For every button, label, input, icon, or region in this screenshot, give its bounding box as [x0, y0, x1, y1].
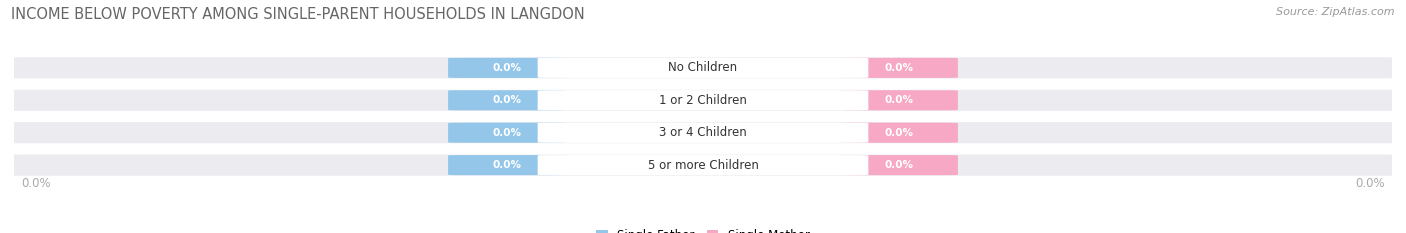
Text: 3 or 4 Children: 3 or 4 Children — [659, 126, 747, 139]
FancyBboxPatch shape — [841, 58, 957, 78]
FancyBboxPatch shape — [841, 123, 957, 143]
FancyBboxPatch shape — [0, 154, 1406, 176]
Text: No Children: No Children — [668, 61, 738, 74]
FancyBboxPatch shape — [449, 155, 565, 175]
Text: 5 or more Children: 5 or more Children — [648, 159, 758, 172]
FancyBboxPatch shape — [841, 90, 957, 110]
Legend: Single Father, Single Mother: Single Father, Single Mother — [596, 229, 810, 233]
Text: INCOME BELOW POVERTY AMONG SINGLE-PARENT HOUSEHOLDS IN LANGDON: INCOME BELOW POVERTY AMONG SINGLE-PARENT… — [11, 7, 585, 22]
Text: 0.0%: 0.0% — [492, 160, 522, 170]
Text: 0.0%: 0.0% — [884, 63, 914, 73]
Text: 1 or 2 Children: 1 or 2 Children — [659, 94, 747, 107]
FancyBboxPatch shape — [537, 123, 869, 143]
FancyBboxPatch shape — [537, 90, 869, 110]
FancyBboxPatch shape — [449, 58, 565, 78]
FancyBboxPatch shape — [449, 90, 565, 110]
Text: 0.0%: 0.0% — [884, 95, 914, 105]
FancyBboxPatch shape — [0, 90, 1406, 111]
Text: 0.0%: 0.0% — [21, 177, 51, 190]
Text: Source: ZipAtlas.com: Source: ZipAtlas.com — [1277, 7, 1395, 17]
Text: 0.0%: 0.0% — [492, 128, 522, 138]
Text: 0.0%: 0.0% — [884, 128, 914, 138]
Text: 0.0%: 0.0% — [1355, 177, 1385, 190]
FancyBboxPatch shape — [0, 57, 1406, 79]
Text: 0.0%: 0.0% — [492, 95, 522, 105]
FancyBboxPatch shape — [537, 58, 869, 78]
Text: 0.0%: 0.0% — [884, 160, 914, 170]
FancyBboxPatch shape — [449, 123, 565, 143]
FancyBboxPatch shape — [0, 122, 1406, 143]
FancyBboxPatch shape — [537, 155, 869, 175]
FancyBboxPatch shape — [841, 155, 957, 175]
Text: 0.0%: 0.0% — [492, 63, 522, 73]
